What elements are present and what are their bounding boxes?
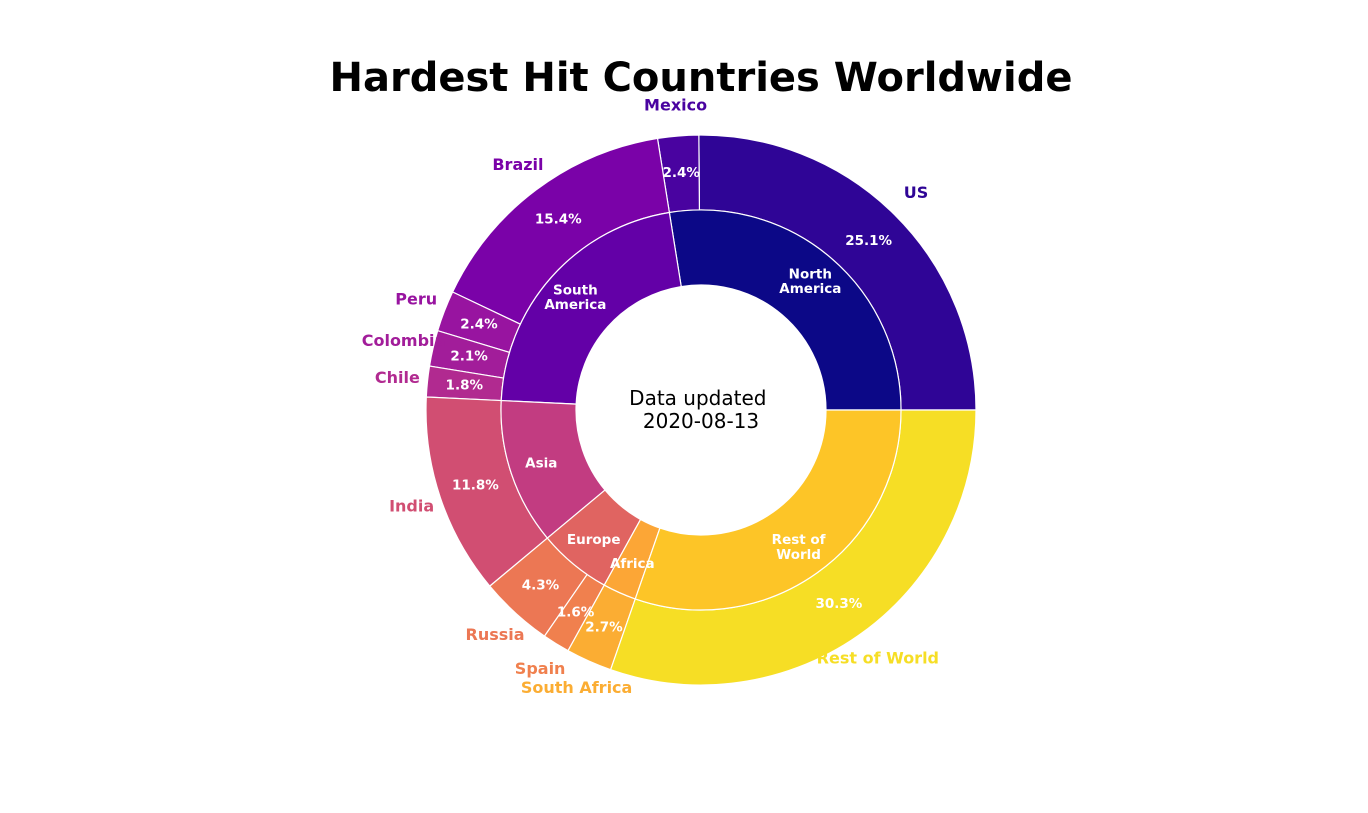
inner-wedge-south-america xyxy=(500,211,682,405)
pct-label-russia: 4.3% xyxy=(522,578,560,594)
inner-label-europe: Europe xyxy=(567,532,621,548)
pct-label-rest-of-world: 30.3% xyxy=(815,596,862,612)
outer-label-peru: Peru xyxy=(395,290,437,309)
inner-ring xyxy=(500,209,902,611)
labels: 25.1% US 2.4% Mexico 15.4% Brazil 2.4% Peru 2.1%… xyxy=(362,95,939,697)
center-text-line-2: 2020-08-13 xyxy=(643,409,759,433)
pct-label-us: 25.1% xyxy=(845,233,892,249)
pct-label-brazil: 15.4% xyxy=(535,212,582,228)
pct-label-south-africa: 2.7% xyxy=(585,619,623,635)
pct-label-india: 11.8% xyxy=(452,478,499,494)
outer-label-mexico: Mexico xyxy=(644,95,707,114)
inner-wedge-rest-of-world xyxy=(634,409,902,611)
pct-label-mexico: 2.4% xyxy=(662,165,700,181)
inner-label-africa: Africa xyxy=(610,556,655,572)
outer-label-us: US xyxy=(904,183,929,202)
outer-label-spain: Spain xyxy=(515,659,566,678)
chart-title: Hardest Hit Countries Worldwide xyxy=(330,55,1073,101)
pct-label-peru: 2.4% xyxy=(460,316,498,332)
outer-label-india: India xyxy=(389,497,434,516)
pct-label-colombia: 2.1% xyxy=(450,349,488,365)
pct-label-spain: 1.6% xyxy=(557,604,595,620)
pct-label-chile: 1.8% xyxy=(446,377,484,393)
center-text: Data updated 2020-08-13 xyxy=(629,386,773,433)
outer-label-rest-of-world: Rest of World xyxy=(817,648,939,667)
outer-label-south-africa: South Africa xyxy=(521,678,633,697)
inner-label-asia: Asia xyxy=(525,456,557,472)
inner-label-rest-of-world: Rest of World xyxy=(772,532,826,563)
center-text-line-1: Data updated xyxy=(629,386,766,410)
outer-label-chile: Chile xyxy=(375,368,420,387)
outer-label-brazil: Brazil xyxy=(492,155,543,174)
inner-label-south-america: South America xyxy=(544,282,606,313)
outer-ring xyxy=(425,134,977,686)
outer-label-russia: Russia xyxy=(466,625,525,644)
inner-wedge-north-america xyxy=(668,209,902,411)
inner-label-north-america: North America xyxy=(779,266,841,297)
outer-label-colombia: Colombia xyxy=(362,331,446,350)
